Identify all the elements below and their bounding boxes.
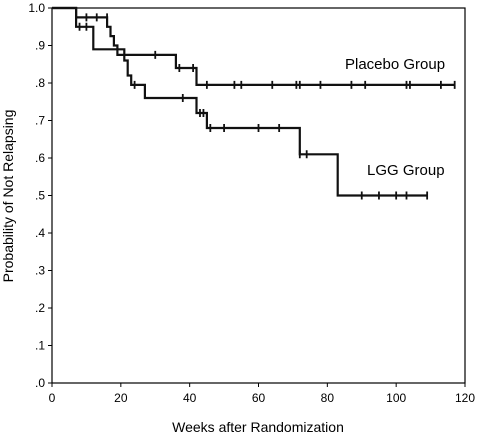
y-tick-label: .8 (35, 76, 45, 90)
y-tick-label: .4 (35, 226, 45, 240)
x-tick-label: 120 (455, 391, 475, 405)
lgg-curve (52, 6, 428, 197)
y-tick-label: .7 (35, 114, 45, 128)
y-tick-label: .0 (35, 376, 45, 390)
placebo-series-label: Placebo Group (345, 56, 445, 73)
y-tick-label: .1 (35, 339, 45, 353)
y-tick-label: .3 (35, 264, 45, 278)
x-tick-label: 0 (49, 391, 56, 405)
lgg-series-label: LGG Group (367, 162, 445, 179)
y-tick-label: .5 (35, 189, 45, 203)
placebo-curve (52, 6, 455, 86)
y-tick-label: 1.0 (28, 1, 45, 15)
y-axis-title: Probability of Not Relapsing (0, 110, 16, 283)
x-tick-label: 20 (114, 391, 128, 405)
x-tick-label: 80 (321, 391, 335, 405)
x-tick-label: 100 (386, 391, 406, 405)
y-tick-label: .6 (35, 151, 45, 165)
y-tick-label: .2 (35, 301, 45, 315)
x-axis-title: Weeks after Randomization (172, 419, 344, 435)
x-tick-label: 60 (252, 391, 266, 405)
y-tick-label: .9 (35, 39, 45, 53)
x-tick-label: 40 (183, 391, 197, 405)
